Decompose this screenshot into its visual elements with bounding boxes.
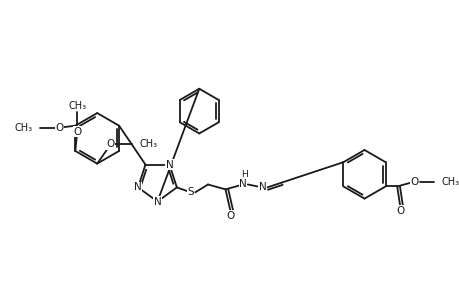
Text: CH₃: CH₃ <box>140 139 158 149</box>
Text: N: N <box>239 179 246 190</box>
Text: O: O <box>73 127 81 136</box>
Text: N: N <box>165 160 173 170</box>
Text: H: H <box>241 170 248 179</box>
Text: O: O <box>410 177 418 187</box>
Text: CH₃: CH₃ <box>14 123 33 133</box>
Text: N: N <box>258 182 266 192</box>
Text: CH₃: CH₃ <box>441 177 459 187</box>
Text: N: N <box>134 182 142 192</box>
Text: S: S <box>187 187 193 197</box>
Text: N: N <box>153 196 161 206</box>
Text: O: O <box>395 206 403 216</box>
Text: O: O <box>106 139 115 149</box>
Text: O: O <box>226 211 234 220</box>
Text: CH₃: CH₃ <box>68 101 86 111</box>
Text: O: O <box>56 123 64 133</box>
